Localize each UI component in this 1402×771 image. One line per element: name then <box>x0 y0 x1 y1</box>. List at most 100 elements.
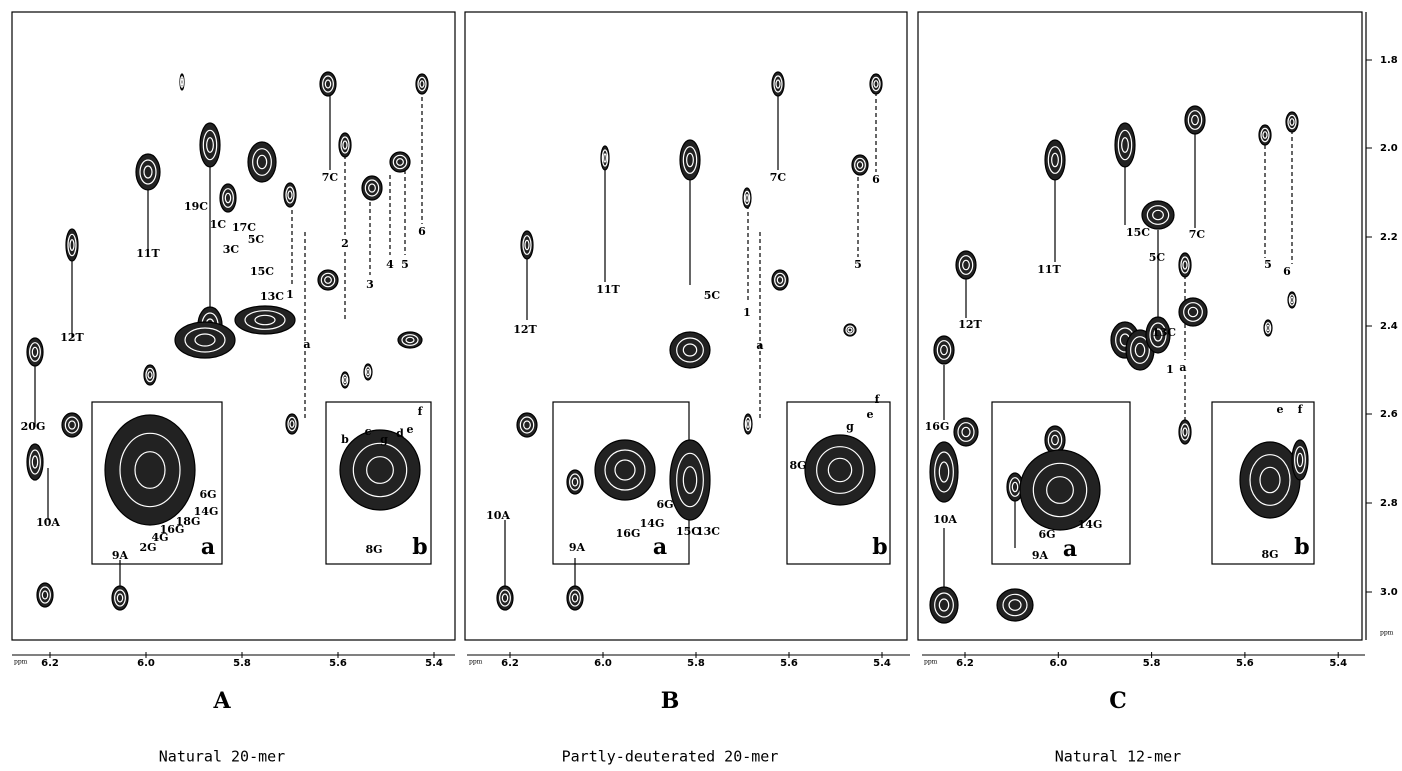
contour <box>929 441 959 503</box>
peak-label: b <box>872 534 887 560</box>
peak-label: 5 <box>854 258 862 271</box>
panel-caption: Partly-deuterated 20-mer <box>562 748 779 766</box>
contour <box>1262 131 1268 139</box>
panel-frame <box>917 11 1363 641</box>
peak-label: 15C <box>1126 226 1150 239</box>
x-unit: ppm <box>924 659 938 666</box>
peak-label: 13C <box>696 525 720 538</box>
peak-label: 10A <box>486 509 510 522</box>
contour <box>845 325 855 335</box>
contour <box>1141 200 1175 230</box>
peak-label: 6G <box>1038 528 1055 541</box>
peak-label: 8G <box>1261 548 1278 561</box>
peak-label: 6G <box>656 498 673 511</box>
contour <box>569 589 581 607</box>
contour <box>686 152 694 168</box>
contour <box>368 183 376 193</box>
contour <box>143 165 153 179</box>
panel-letter: A <box>212 688 231 714</box>
contour <box>1287 114 1297 130</box>
peak-label: 8G <box>789 459 806 472</box>
contour <box>119 432 181 508</box>
panel-letter: B <box>661 688 680 714</box>
peak-label: 9A <box>569 541 586 554</box>
peak-label: a <box>1063 536 1077 562</box>
x-tick-label: 5.8 <box>1143 658 1161 669</box>
y-tick-label: 2.6 <box>1380 409 1398 420</box>
peak-label: 6 <box>872 173 880 186</box>
contour <box>396 158 404 166</box>
contour <box>519 416 535 434</box>
contour <box>366 456 394 484</box>
x-tick-label: 6.0 <box>1049 658 1067 669</box>
peak-label: 6 <box>1283 265 1291 278</box>
contour <box>341 374 349 386</box>
peak-label: a <box>303 338 310 351</box>
contour <box>1019 449 1101 531</box>
x-tick-label: 6.2 <box>956 658 974 669</box>
contour <box>29 449 41 475</box>
x-unit: ppm <box>469 659 483 666</box>
contour <box>1046 476 1074 504</box>
peak-label: 20G <box>21 420 46 433</box>
panel-frame <box>464 11 908 641</box>
contour <box>1011 481 1019 493</box>
peak-label: 11T <box>596 283 620 296</box>
peak-label: f <box>418 405 424 418</box>
contour <box>501 593 509 603</box>
peak-label: 15C <box>250 265 274 278</box>
contour <box>1146 205 1170 225</box>
contour <box>676 337 704 363</box>
peak-label: b <box>412 534 427 560</box>
peak-label: 11T <box>136 247 160 260</box>
contour <box>938 598 950 612</box>
x-tick-label: 5.6 <box>1236 658 1254 669</box>
inset-box <box>1211 401 1315 565</box>
peak-label: 12T <box>60 331 84 344</box>
peak-label: 1C <box>210 218 227 231</box>
contour <box>222 188 234 208</box>
contour <box>145 367 155 383</box>
contour <box>682 146 698 174</box>
contour <box>962 259 970 271</box>
peak-label: 4 <box>386 258 394 271</box>
contour <box>743 190 751 206</box>
inset-box <box>91 401 223 565</box>
contour <box>1121 137 1129 153</box>
contour <box>614 459 636 481</box>
contour <box>594 439 656 501</box>
contour <box>1051 434 1059 446</box>
contour <box>775 79 781 89</box>
peak-label: 12T <box>513 323 537 336</box>
x-tick-label: 5.8 <box>233 658 251 669</box>
y-tick-label: 2.2 <box>1380 232 1398 243</box>
contour <box>285 186 295 204</box>
contour <box>603 153 607 163</box>
contour <box>773 75 783 93</box>
contour <box>669 331 711 369</box>
peak-label: e <box>867 408 874 421</box>
peak-label: 10A <box>36 516 60 529</box>
contour <box>816 446 864 494</box>
peak-label: 10A <box>933 513 957 526</box>
contour <box>1182 427 1188 437</box>
peak-label: 5C <box>1149 251 1166 264</box>
contour <box>147 371 153 379</box>
peak-label: 2 <box>341 237 349 250</box>
peak-label: a <box>201 534 215 560</box>
contour <box>1134 342 1146 358</box>
contour <box>1130 336 1150 364</box>
contour <box>322 75 334 93</box>
inset-box <box>786 401 891 565</box>
contour <box>202 129 218 161</box>
panel-frame <box>11 11 456 641</box>
contour <box>676 452 704 508</box>
peak-label: e <box>407 423 414 436</box>
peak-label: 17C <box>232 221 256 234</box>
contour <box>1047 430 1063 450</box>
x-tick-label: 5.8 <box>687 658 705 669</box>
contour <box>682 466 698 494</box>
contour <box>340 136 350 154</box>
peak-label: c <box>365 425 372 438</box>
contour <box>364 179 380 197</box>
